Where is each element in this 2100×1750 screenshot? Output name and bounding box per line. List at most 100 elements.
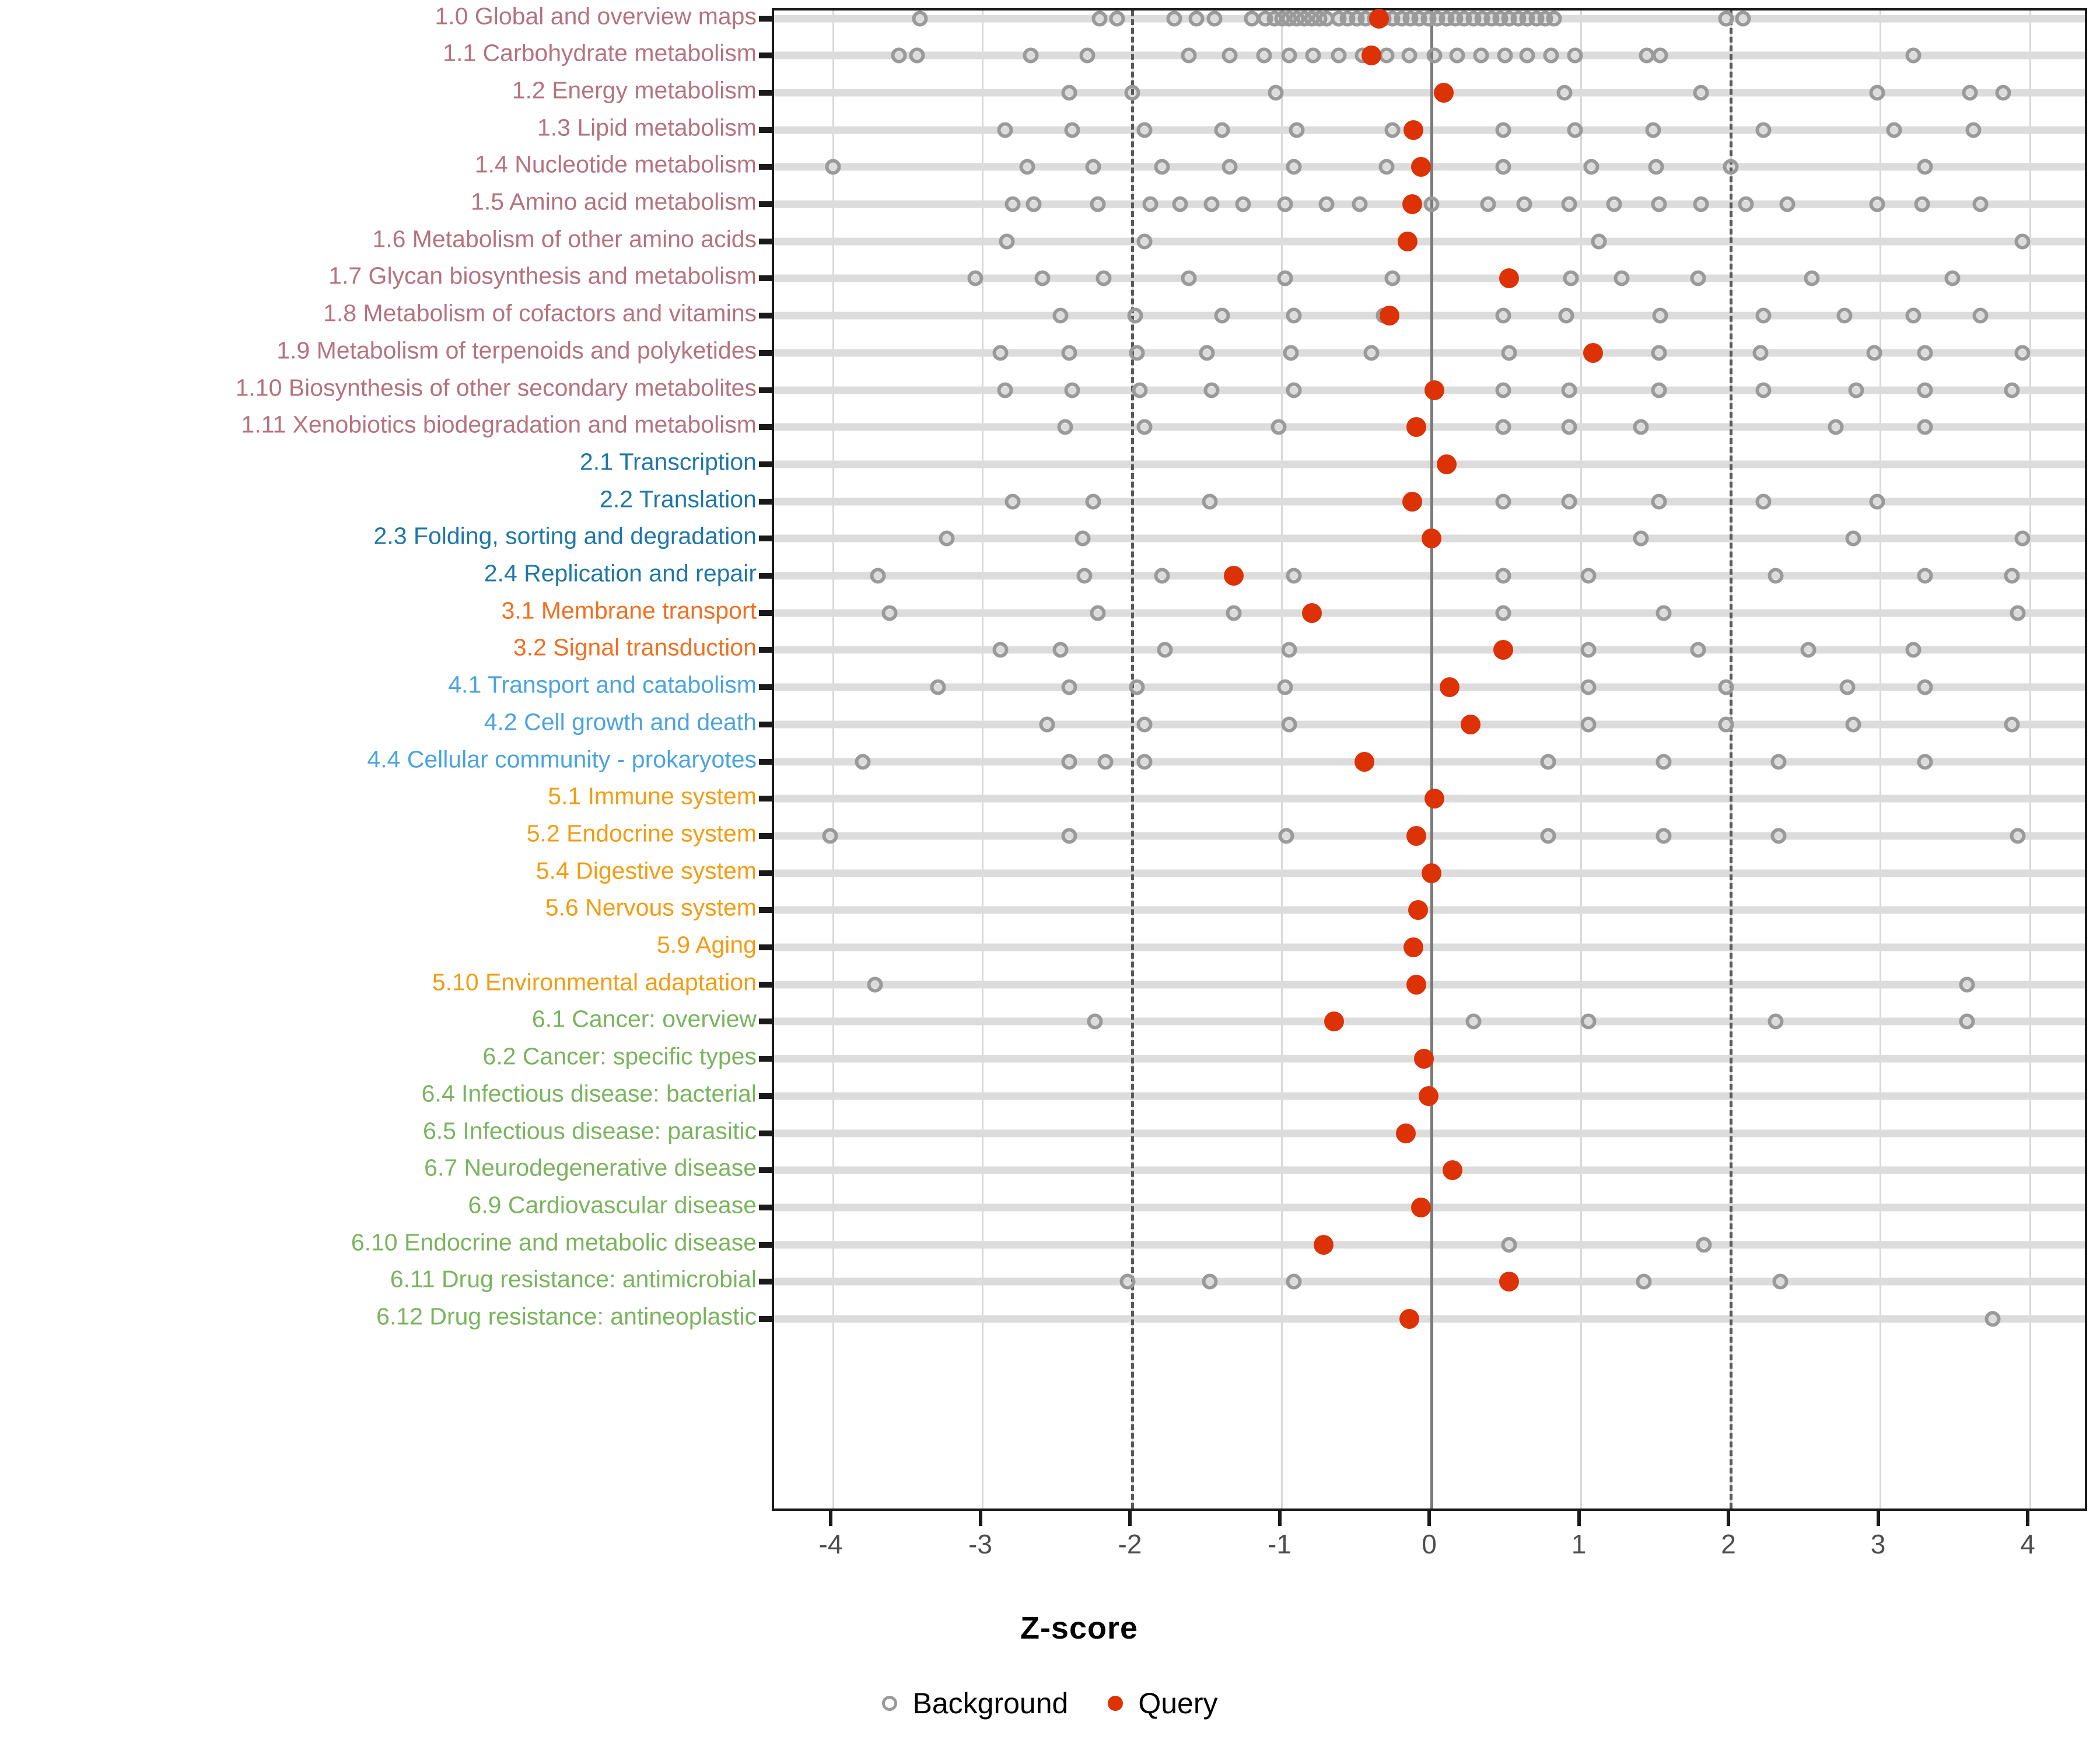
y-axis-category-label: 5.10 Environmental adaptation [432, 968, 757, 996]
filled-circle-icon [1108, 1696, 1124, 1711]
background-point [1580, 568, 1597, 584]
y-axis-tick [759, 1056, 774, 1062]
x-axis-tick-label: 2 [1721, 1529, 1736, 1559]
background-point [1633, 530, 1649, 547]
background-point [1465, 1013, 1482, 1030]
background-point [1495, 122, 1511, 138]
background-point [1352, 196, 1368, 212]
background-point [881, 605, 898, 621]
query-point [1404, 120, 1424, 140]
y-axis-category-label: 1.6 Metabolism of other amino acids [372, 225, 757, 253]
background-point [1556, 85, 1573, 101]
background-point [1905, 307, 1922, 324]
query-point [1399, 1309, 1419, 1329]
background-point [1959, 1013, 1975, 1030]
query-point [1422, 528, 1441, 549]
background-point [1845, 716, 1861, 733]
y-axis-category-label: 5.6 Nervous system [545, 894, 757, 921]
open-circle-icon [882, 1696, 898, 1711]
background-point [1651, 345, 1667, 361]
zero-line [1430, 10, 1433, 1508]
query-point [1406, 974, 1427, 995]
query-point [1324, 1012, 1345, 1032]
background-point [1384, 270, 1401, 286]
background-point [1606, 196, 1622, 212]
y-axis-tick [759, 387, 774, 393]
y-axis-category-label: 4.2 Cell growth and death [484, 708, 757, 736]
background-point [1090, 196, 1106, 212]
row-band [774, 1241, 2085, 1249]
background-point [1136, 716, 1153, 733]
background-point [1005, 494, 1021, 510]
background-point [1495, 605, 1511, 621]
y-axis-category-label: 2.2 Translation [600, 485, 757, 513]
background-point [2010, 605, 2026, 621]
background-point [1690, 642, 1706, 658]
background-point [1277, 270, 1293, 286]
background-point [1423, 196, 1440, 212]
query-point [1493, 640, 1514, 660]
background-point [1735, 10, 1751, 26]
y-axis-category-label: 6.2 Cancer: specific types [482, 1042, 757, 1070]
query-point [1442, 1160, 1462, 1181]
background-point [1384, 122, 1401, 138]
y-axis-tick [759, 721, 774, 727]
background-point [1558, 307, 1574, 324]
y-axis-tick [759, 127, 774, 133]
background-point [1905, 642, 1922, 658]
y-axis-category-label: 2.3 Folding, sorting and degradation [373, 522, 757, 550]
background-point [1473, 47, 1489, 64]
background-point [1119, 1273, 1136, 1290]
query-point [1499, 1272, 1520, 1292]
background-point [1656, 605, 1672, 621]
background-point [1651, 494, 1667, 510]
row-band [774, 981, 2085, 989]
x-axis-title-text: Z-score [1020, 1611, 1139, 1646]
background-point [992, 642, 1009, 658]
background-point [1449, 47, 1465, 64]
background-point [1540, 754, 1556, 769]
background-point [1005, 196, 1021, 212]
background-point [822, 828, 838, 844]
y-axis-category-label: 6.9 Cardiovascular disease [468, 1191, 757, 1219]
background-point [1206, 10, 1223, 26]
background-point [967, 270, 984, 286]
background-point [1652, 47, 1668, 64]
x-axis-title: Z-score [0, 1610, 2100, 1646]
x-axis-tick-label: 1 [1571, 1529, 1587, 1559]
query-point [1406, 417, 1427, 438]
background-point [1519, 47, 1535, 64]
y-axis-tick [759, 1316, 774, 1322]
query-point [1424, 380, 1445, 400]
background-point [1718, 716, 1734, 733]
background-point [2004, 568, 2020, 584]
y-axis-tick [759, 796, 774, 802]
background-point [1222, 47, 1238, 64]
background-point [1917, 679, 1933, 695]
background-point [1074, 530, 1091, 547]
background-point [1097, 754, 1114, 769]
background-point [1061, 85, 1077, 101]
y-axis-tick [759, 647, 774, 653]
background-point [1972, 307, 1989, 324]
y-axis-category-label: 6.12 Drug resistance: antineoplastic [376, 1303, 757, 1330]
background-point [1580, 1013, 1597, 1030]
background-point [999, 233, 1015, 250]
background-point [1755, 494, 1772, 510]
y-axis-tick [759, 201, 774, 207]
row-band [774, 1129, 2085, 1137]
y-axis-tick [759, 313, 774, 319]
background-point [1166, 10, 1182, 26]
background-point [1426, 47, 1443, 64]
background-point [1079, 47, 1096, 64]
background-point [1866, 345, 1882, 361]
background-point [1959, 977, 1975, 993]
background-point [1693, 85, 1709, 101]
background-point [1235, 196, 1251, 212]
background-point [997, 382, 1013, 398]
query-point [1369, 8, 1390, 29]
background-point [1633, 419, 1649, 435]
y-axis-category-label: 4.4 Cellular community - prokaryotes [367, 746, 757, 772]
background-point [1972, 196, 1989, 212]
